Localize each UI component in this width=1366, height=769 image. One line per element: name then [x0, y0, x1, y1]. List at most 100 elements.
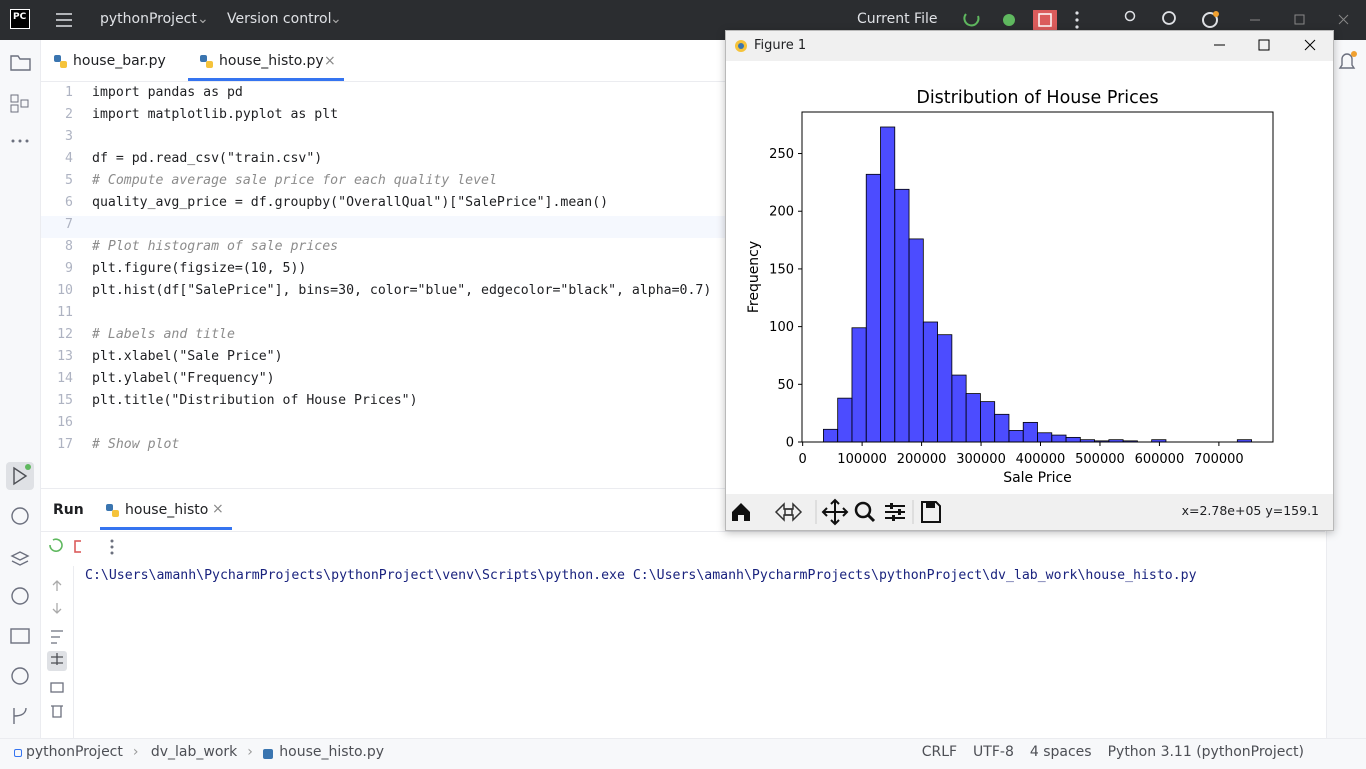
home-button[interactable]: [732, 503, 750, 521]
plot-frame: [801, 111, 1274, 443]
breadcrumb[interactable]: house_histo.py: [279, 744, 384, 760]
window-controls: [1214, 39, 1316, 51]
histogram-bar: [937, 334, 953, 443]
histogram-bar: [1022, 421, 1038, 443]
settings-icon[interactable]: [1202, 12, 1218, 28]
code-line: # Plot histogram of sale prices: [92, 239, 339, 254]
figure-title-bar: Figure 1: [726, 31, 1333, 61]
python-file-icon: [200, 55, 213, 68]
run-actions: [47, 538, 81, 718]
line-number: 4: [65, 151, 73, 166]
project-tool[interactable]: [10, 55, 31, 71]
editor-tab[interactable]: house_bar.py: [73, 53, 166, 69]
line-number: 3: [65, 129, 73, 144]
line-number: 7: [65, 217, 73, 232]
divider: [41, 531, 1325, 532]
y-tick-label: 50: [777, 378, 794, 393]
packages-tool[interactable]: [10, 551, 30, 566]
search-icon[interactable]: [1162, 11, 1176, 25]
forward-button[interactable]: [784, 502, 803, 522]
y-axis-label: Frequency: [746, 241, 762, 313]
zoom-button[interactable]: [854, 501, 872, 519]
chevron: ⌄: [330, 11, 342, 27]
x-tick-label: 0: [799, 452, 807, 467]
code-line: # Compute average sale price for each qu…: [92, 173, 497, 188]
line-number: 10: [57, 283, 73, 298]
editor-tabs: house_bar.py house_histo.py ×: [41, 41, 1325, 82]
code-line: plt.hist(df["SalePrice"], bins=30, color…: [92, 283, 712, 298]
breadcrumb[interactable]: pythonProject: [26, 744, 123, 760]
rerun[interactable]: [49, 538, 63, 552]
stop[interactable]: [74, 540, 81, 553]
histogram-bar: [1051, 434, 1067, 443]
tool-icons: [6, 55, 34, 724]
y-tick-label: 200: [769, 205, 794, 220]
vcs-menu[interactable]: Version control: [227, 11, 332, 27]
rerun-icon[interactable]: [963, 13, 980, 27]
line-number: 6: [65, 195, 73, 210]
soft-wrap[interactable]: [51, 630, 63, 644]
status-item[interactable]: 4 spaces: [1029, 744, 1092, 760]
structure-tool[interactable]: [10, 94, 19, 103]
line-number: 17: [57, 437, 73, 452]
main-menu[interactable]: [55, 12, 73, 28]
x-axis-label: Sale Price: [1003, 470, 1072, 486]
tab-close[interactable]: ×: [212, 501, 224, 517]
status-item[interactable]: UTF-8: [973, 744, 1014, 760]
maximize[interactable]: [1294, 14, 1305, 25]
code-line: df = pd.read_csv("train.csv"): [92, 151, 323, 166]
scroll-to-end[interactable]: [51, 653, 63, 665]
account-icon[interactable]: [1124, 10, 1136, 22]
debug-icon[interactable]: [1003, 14, 1015, 26]
active-tab-indicator: [100, 527, 232, 530]
close[interactable]: [1304, 39, 1316, 51]
project-menu[interactable]: pythonProject: [100, 11, 197, 27]
editor-tab-active[interactable]: house_histo.py: [219, 53, 324, 69]
project-icon: [14, 749, 22, 757]
status-bar: pythonProject › dv_lab_work › house_histo.py…: [0, 738, 1366, 769]
code-line: plt.xlabel("Sale Price"): [92, 349, 283, 364]
pan-button[interactable]: [821, 498, 849, 526]
y-tick-label: 250: [769, 147, 794, 162]
terminal-tool[interactable]: [10, 628, 30, 644]
line-number: 15: [57, 393, 73, 408]
status-item[interactable]: CRLF: [921, 744, 958, 760]
line-number: 9: [65, 261, 73, 276]
python-console[interactable]: [11, 507, 29, 525]
run-tool[interactable]: [13, 466, 28, 486]
app-logo[interactable]: PC: [10, 9, 30, 29]
breadcrumb-separator: ›: [132, 744, 139, 760]
figure-window: Figure 1 Distribution of House Prices Sal…: [725, 30, 1334, 531]
python-file-icon: [54, 55, 67, 68]
status-item[interactable]: Python 3.11 (pythonProject): [1107, 744, 1304, 760]
tab-close[interactable]: ×: [324, 53, 336, 69]
y-tick-label: 0: [786, 436, 794, 451]
code-line: quality_avg_price = df.groupby("OverallQ…: [92, 195, 609, 210]
navigation-toolbar: [732, 498, 941, 526]
code-line: # Labels and title: [92, 327, 235, 342]
save-button[interactable]: [921, 501, 941, 523]
back-button[interactable]: [774, 502, 793, 522]
services-tool[interactable]: [11, 587, 29, 605]
notifications[interactable]: [1327, 40, 1366, 80]
run-config[interactable]: Current File: [857, 11, 938, 27]
stop-button[interactable]: [1033, 10, 1057, 30]
breadcrumb[interactable]: dv_lab_work: [150, 744, 238, 760]
tool-strip: [0, 40, 41, 738]
more-options[interactable]: [107, 538, 117, 556]
problems-tool[interactable]: [11, 667, 29, 685]
run-panel: Run house_histo ×: [41, 488, 1325, 739]
print[interactable]: [50, 682, 64, 693]
maximize[interactable]: [1258, 39, 1270, 51]
histogram-bar: [922, 321, 938, 443]
close[interactable]: [1338, 14, 1349, 25]
chart-title: Distribution of House Prices: [916, 88, 1158, 108]
clear[interactable]: [51, 705, 63, 718]
git-tool[interactable]: [13, 707, 27, 724]
figure-toolbar: x=2.78e+05 y=159.1: [726, 494, 1333, 530]
python-file-icon: [263, 749, 274, 759]
histogram-bar: [994, 413, 1010, 443]
y-tick-label: 150: [769, 262, 794, 277]
histogram-bar: [851, 327, 867, 443]
run-tab[interactable]: house_histo: [125, 502, 209, 518]
